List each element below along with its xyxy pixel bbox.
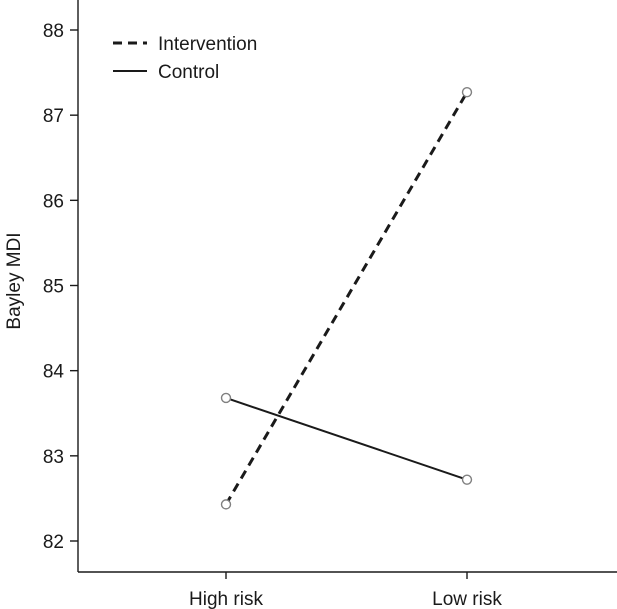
x-tick-label: High risk [189, 589, 263, 609]
series-line-control [225, 396, 468, 481]
data-point-control [220, 392, 232, 404]
x-axis-ticks: High risk Low risk [189, 572, 502, 609]
y-axis-ticks: 82 83 84 85 86 87 88 [43, 21, 78, 553]
axes [77, 0, 617, 573]
legend: Intervention Control [113, 34, 257, 83]
y-tick-label: 82 [43, 532, 64, 553]
y-tick-label: 85 [43, 277, 64, 298]
x-tick-label: Low risk [432, 589, 502, 609]
y-tick-label: 86 [43, 191, 64, 212]
data-point-control [461, 474, 473, 485]
y-axis-title: Bayley MDI [4, 232, 25, 329]
legend-label-control: Control [158, 62, 219, 83]
series-line-intervention [224, 91, 469, 506]
y-tick-label: 87 [43, 106, 64, 127]
data-point-intervention [220, 499, 232, 510]
y-tick-label: 84 [43, 362, 65, 383]
data-point-intervention [461, 86, 473, 98]
series-layer [220, 86, 473, 510]
legend-label-intervention: Intervention [158, 34, 257, 55]
y-tick-label: 88 [43, 21, 64, 42]
y-tick-label: 83 [43, 447, 64, 468]
